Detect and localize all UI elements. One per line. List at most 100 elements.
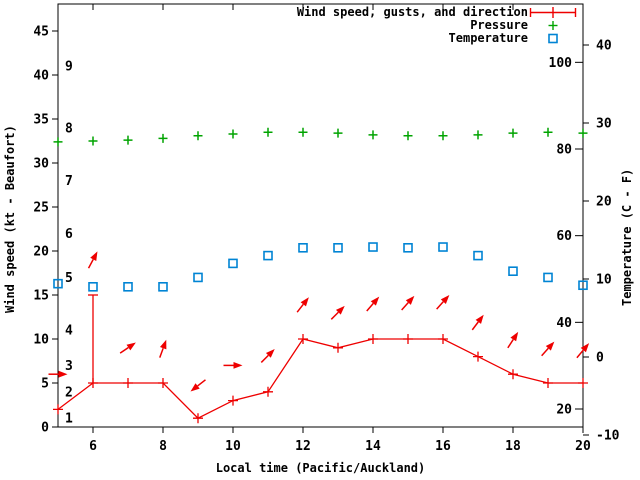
temperature-point	[263, 250, 273, 261]
fahrenheit-tick-label: 20	[556, 403, 572, 418]
wind-marker	[263, 386, 273, 397]
x-tick-label: 12	[295, 439, 311, 454]
y-axis-label-left: Wind speed (kt - Beaufort)	[3, 125, 17, 313]
wind-marker	[193, 413, 203, 424]
fahrenheit-tick-label: 100	[549, 56, 573, 71]
temperature-point	[298, 243, 308, 253]
kt-tick-label: 40	[33, 69, 49, 84]
wind-marker	[333, 342, 343, 353]
wind-direction-arrow-shaft	[260, 354, 269, 363]
wind-marker	[158, 378, 168, 388]
wind-direction-arrow-shaft	[366, 302, 374, 312]
pressure-point	[263, 127, 273, 137]
temperature-point	[193, 272, 203, 283]
temperature-point	[508, 266, 518, 277]
temperature-point	[438, 242, 448, 252]
square-icon	[528, 32, 578, 45]
beaufort-label: 9	[65, 60, 73, 75]
errorbar-icon	[528, 6, 578, 19]
legend-label-wind: Wind speed, gusts, and direction	[296, 5, 528, 19]
celsius-tick-label: 0	[596, 351, 604, 366]
wind-marker	[438, 334, 448, 344]
wind-marker	[403, 334, 413, 344]
wind-marker	[53, 404, 63, 415]
wind-direction-arrow-head	[405, 295, 415, 305]
wind-direction-arrow-head	[370, 296, 380, 306]
x-tick-label: 16	[435, 439, 451, 454]
temperature-point	[368, 242, 378, 252]
kt-tick-label: 30	[33, 157, 49, 172]
wind-direction-arrow-head	[58, 370, 68, 378]
pressure-point	[473, 130, 483, 140]
wind-direction-arrow-head	[475, 314, 484, 324]
pressure-point	[403, 131, 413, 141]
beaufort-label: 4	[65, 324, 73, 339]
fahrenheit-tick-label: 40	[556, 316, 572, 331]
pressure-point	[123, 135, 133, 145]
x-tick-label: 14	[365, 439, 381, 454]
fahrenheit-tick-label: 80	[556, 143, 572, 158]
wind-direction-arrow-shaft	[471, 321, 479, 331]
wind-direction-arrow-shaft	[576, 349, 584, 359]
y-axis-label-right: Temperature (C - F)	[620, 168, 634, 306]
wind-direction-arrow-shaft	[159, 347, 164, 358]
pressure-point	[53, 137, 63, 147]
x-tick-label: 10	[225, 439, 241, 454]
celsius-tick-label: 20	[596, 195, 612, 210]
wind-marker	[228, 395, 238, 406]
fahrenheit-tick-label: 60	[556, 229, 572, 244]
pressure-point	[578, 128, 588, 138]
kt-tick-label: 15	[33, 289, 49, 304]
celsius-tick-label: 30	[596, 117, 612, 132]
pressure-point	[508, 128, 518, 138]
temperature-point	[158, 281, 168, 292]
pressure-point	[298, 127, 308, 137]
wind-direction-arrow-head	[440, 294, 450, 304]
temperature-point	[333, 243, 343, 253]
legend: Wind speed, gusts, and direction Pressur…	[297, 6, 578, 45]
wind-line	[57, 338, 583, 419]
temperature-point	[123, 281, 133, 292]
wind-direction-arrow-shaft	[436, 301, 444, 310]
beaufort-label: 2	[65, 385, 73, 400]
wind-marker	[578, 378, 588, 388]
x-tick-label: 20	[575, 439, 591, 454]
wind-direction-arrow-head	[335, 305, 345, 315]
legend-item-pressure: Pressure	[297, 19, 578, 32]
pressure-point	[333, 128, 343, 138]
legend-item-wind: Wind speed, gusts, and direction	[297, 6, 578, 19]
pressure-point	[543, 127, 553, 137]
wind-direction-arrow-shaft	[87, 259, 94, 269]
celsius-tick-label: 40	[596, 39, 612, 54]
celsius-tick-label: -10	[596, 429, 620, 444]
wind-marker	[543, 378, 553, 388]
x-tick-label: 8	[159, 439, 167, 454]
plot-border	[57, 3, 584, 428]
legend-label-pressure: Pressure	[470, 18, 528, 32]
beaufort-label: 7	[65, 174, 73, 189]
kt-tick-label: 35	[33, 113, 49, 128]
kt-tick-label: 25	[33, 201, 49, 216]
plus-icon	[528, 19, 578, 32]
pressure-point	[193, 131, 203, 141]
wind-direction-arrow-head	[126, 342, 136, 351]
legend-label-temperature: Temperature	[448, 31, 528, 45]
beaufort-label: 5	[65, 271, 73, 286]
temperature-point	[578, 280, 588, 291]
wind-direction-arrow-shaft	[296, 303, 304, 313]
wind-direction-arrow-head	[580, 343, 590, 353]
wind-direction-arrow-head	[233, 362, 243, 369]
wind-direction-arrow-shaft	[507, 339, 514, 349]
temperature-point	[473, 250, 483, 261]
pressure-point	[438, 131, 448, 141]
temperature-point	[228, 258, 238, 269]
pressure-point	[228, 129, 238, 139]
temperature-point	[403, 243, 413, 253]
temperature-point	[53, 278, 63, 289]
pressure-point	[368, 130, 378, 140]
wind-direction-arrow-head	[159, 339, 167, 350]
temperature-point	[543, 272, 553, 283]
beaufort-label: 6	[65, 227, 73, 242]
